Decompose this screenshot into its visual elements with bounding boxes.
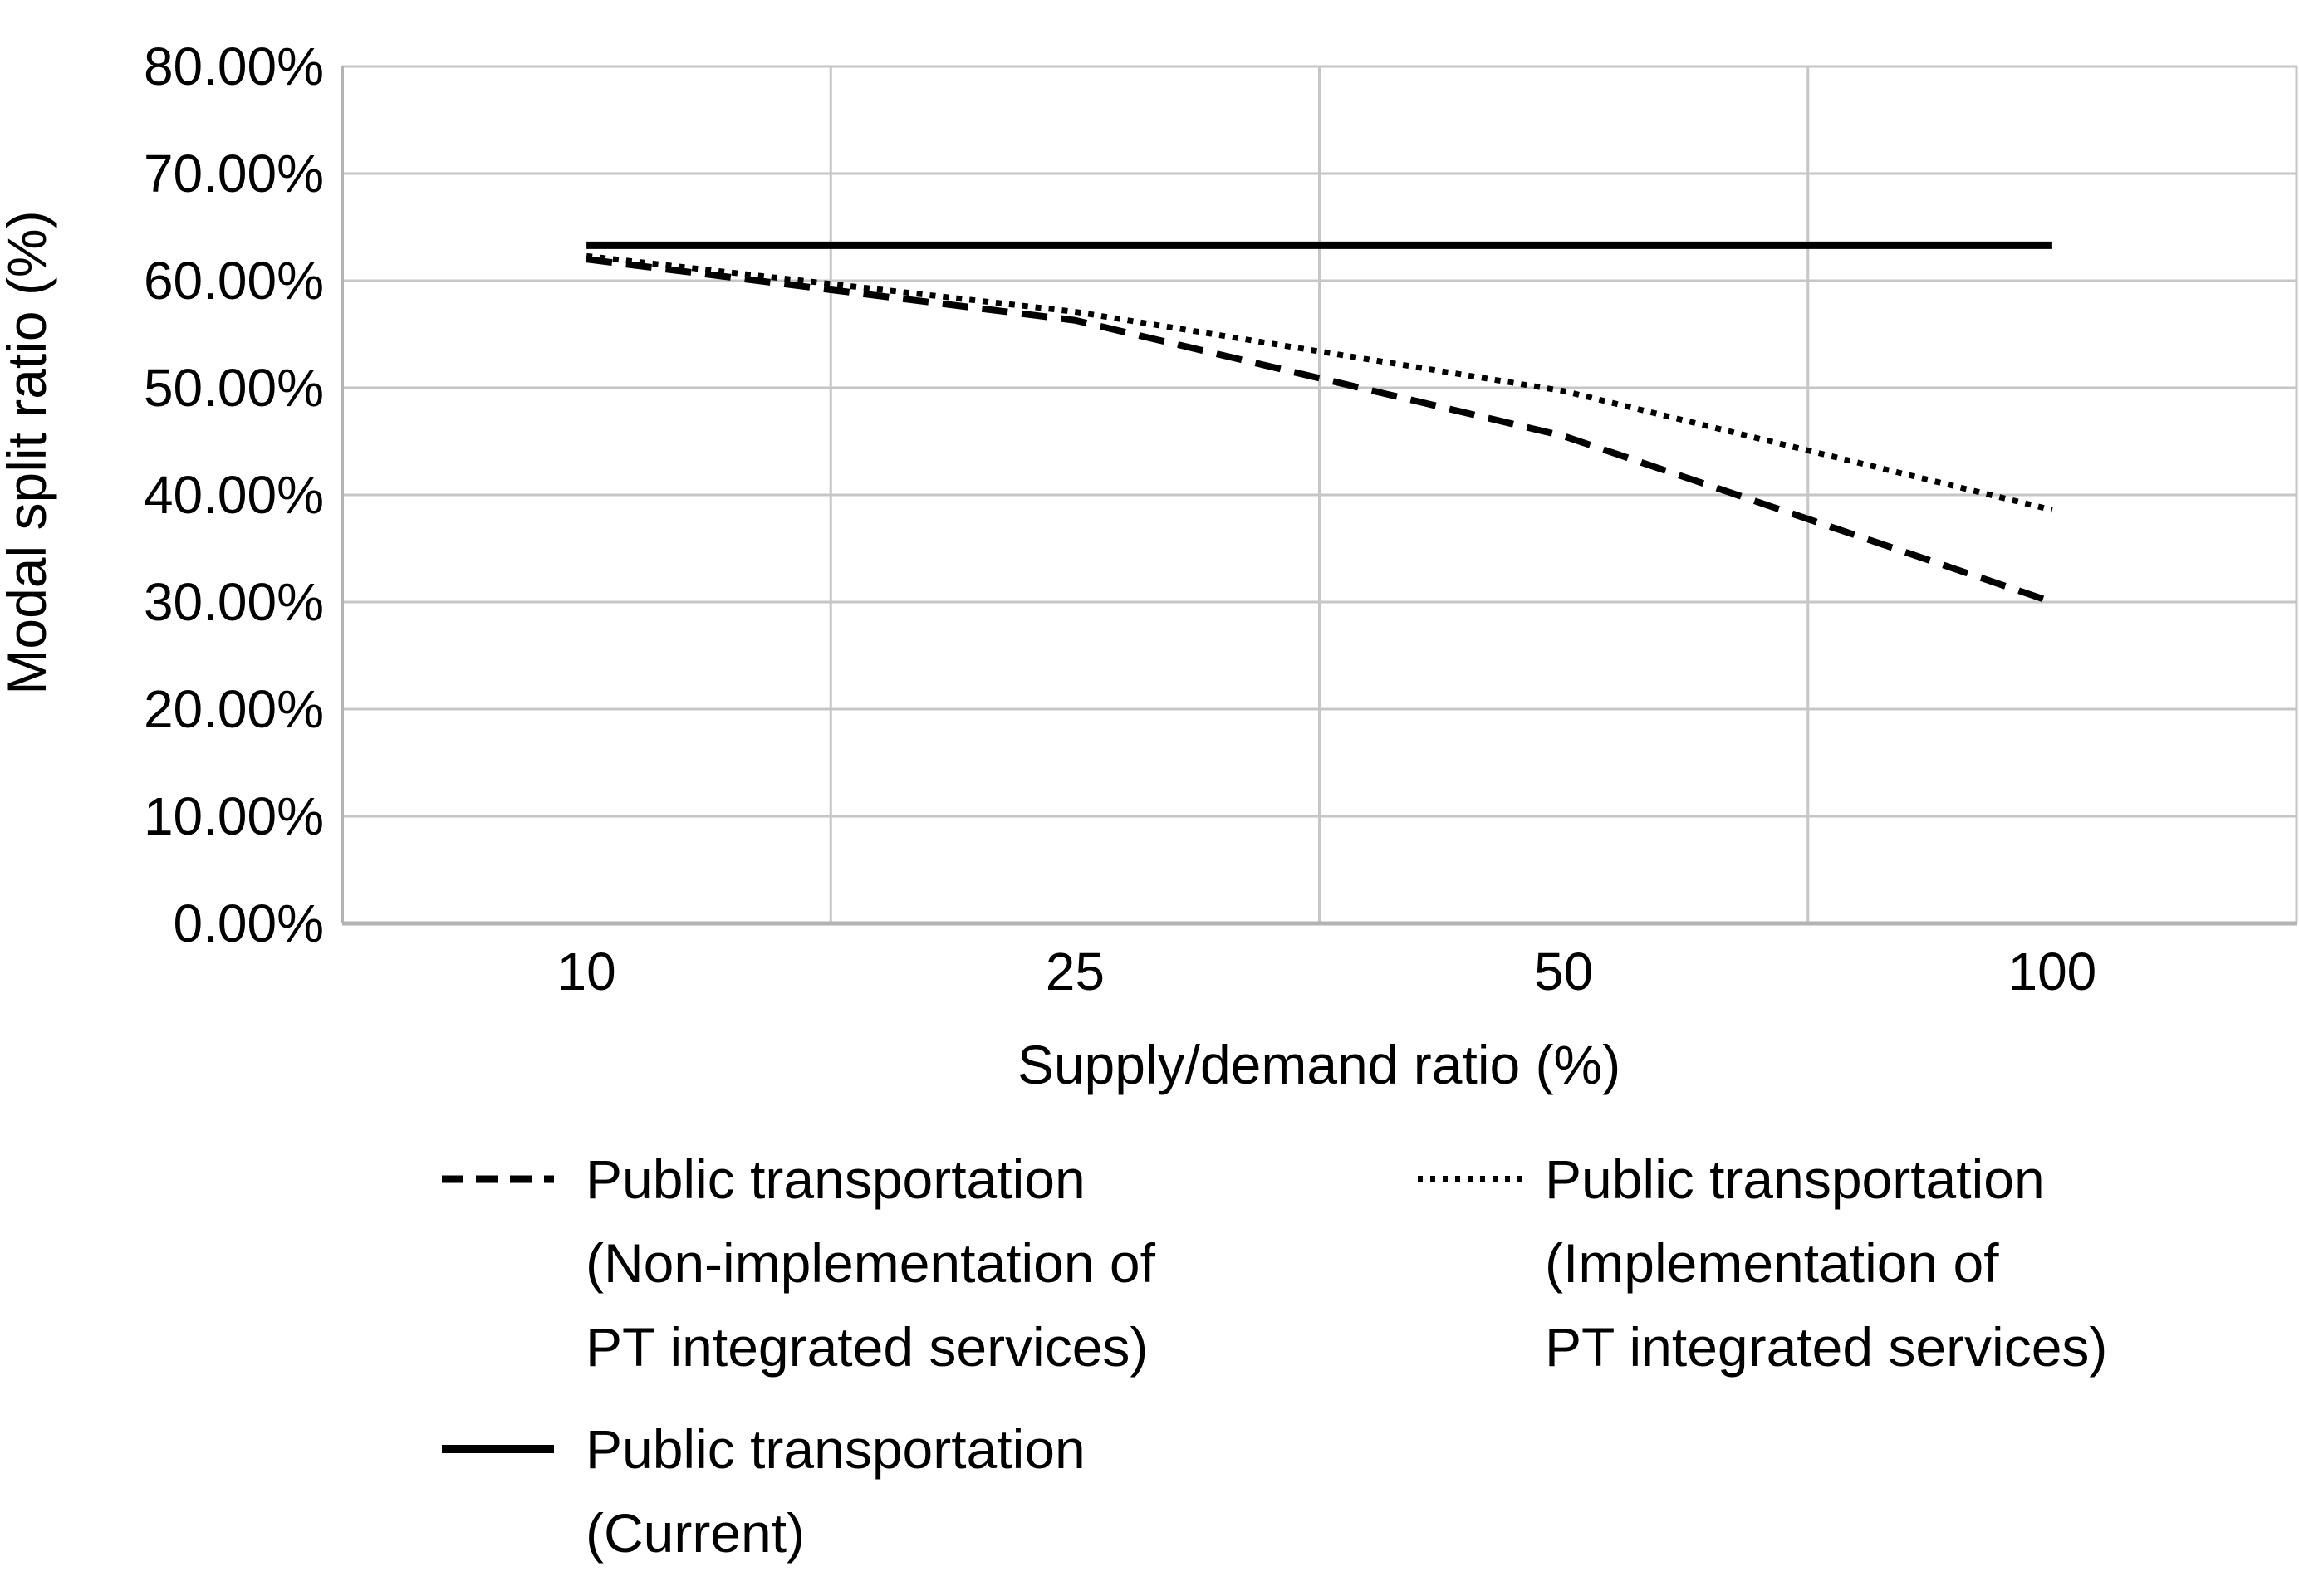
y-axis-title: Modal split ratio (%) xyxy=(0,210,57,694)
x-tick-label: 25 xyxy=(1046,942,1105,1001)
y-tick-label: 60.00% xyxy=(144,251,324,311)
x-axis-title: Supply/demand ratio (%) xyxy=(1017,1034,1620,1095)
y-tick-label: 20.00% xyxy=(144,679,324,739)
series-line-dashed xyxy=(586,256,2054,605)
x-tick-label: 50 xyxy=(1534,942,1593,1001)
legend-entry-dotted: Public transportation (Implementation of P… xyxy=(1418,1148,2107,1378)
legend-entry-dashed: Public transportation (Non-implementation… xyxy=(442,1148,1156,1378)
series-lines xyxy=(586,241,2054,605)
legend-label-line: (Implementation of xyxy=(1545,1232,1999,1294)
legend-label-line: Public transportation xyxy=(586,1148,1086,1210)
x-tick-label: 100 xyxy=(2007,942,2096,1001)
y-tick-label: 30.00% xyxy=(144,572,324,632)
legend-label-line: PT integrated services) xyxy=(586,1316,1148,1378)
y-axis-tick-labels: 0.00% 10.00% 20.00% 30.00% 40.00% 50.00% 60.00… xyxy=(144,37,324,953)
y-tick-label: 80.00% xyxy=(144,37,324,96)
y-tick-label: 70.00% xyxy=(144,144,324,203)
y-tick-label: 40.00% xyxy=(144,465,324,525)
y-tick-label: 50.00% xyxy=(144,358,324,418)
legend: Public transportation (Non-implementation… xyxy=(442,1148,2107,1564)
y-tick-label: 0.00% xyxy=(174,893,324,953)
legend-label-line: Public transportation xyxy=(1545,1148,2045,1210)
series-line-dotted xyxy=(586,252,2053,513)
axis-borders xyxy=(341,66,2297,926)
legend-label-line: PT integrated services) xyxy=(1545,1316,2107,1378)
legend-entry-solid: Public transportation (Current) xyxy=(442,1418,1086,1564)
legend-label-line: (Non-implementation of xyxy=(586,1232,1156,1294)
y-tick-label: 10.00% xyxy=(144,786,324,846)
x-axis-tick-labels: 10 25 50 100 xyxy=(557,942,2097,1001)
x-tick-label: 10 xyxy=(557,942,616,1001)
legend-label-line: (Current) xyxy=(586,1502,805,1564)
gridlines xyxy=(342,65,2298,923)
legend-label-line: Public transportation xyxy=(586,1418,1086,1480)
